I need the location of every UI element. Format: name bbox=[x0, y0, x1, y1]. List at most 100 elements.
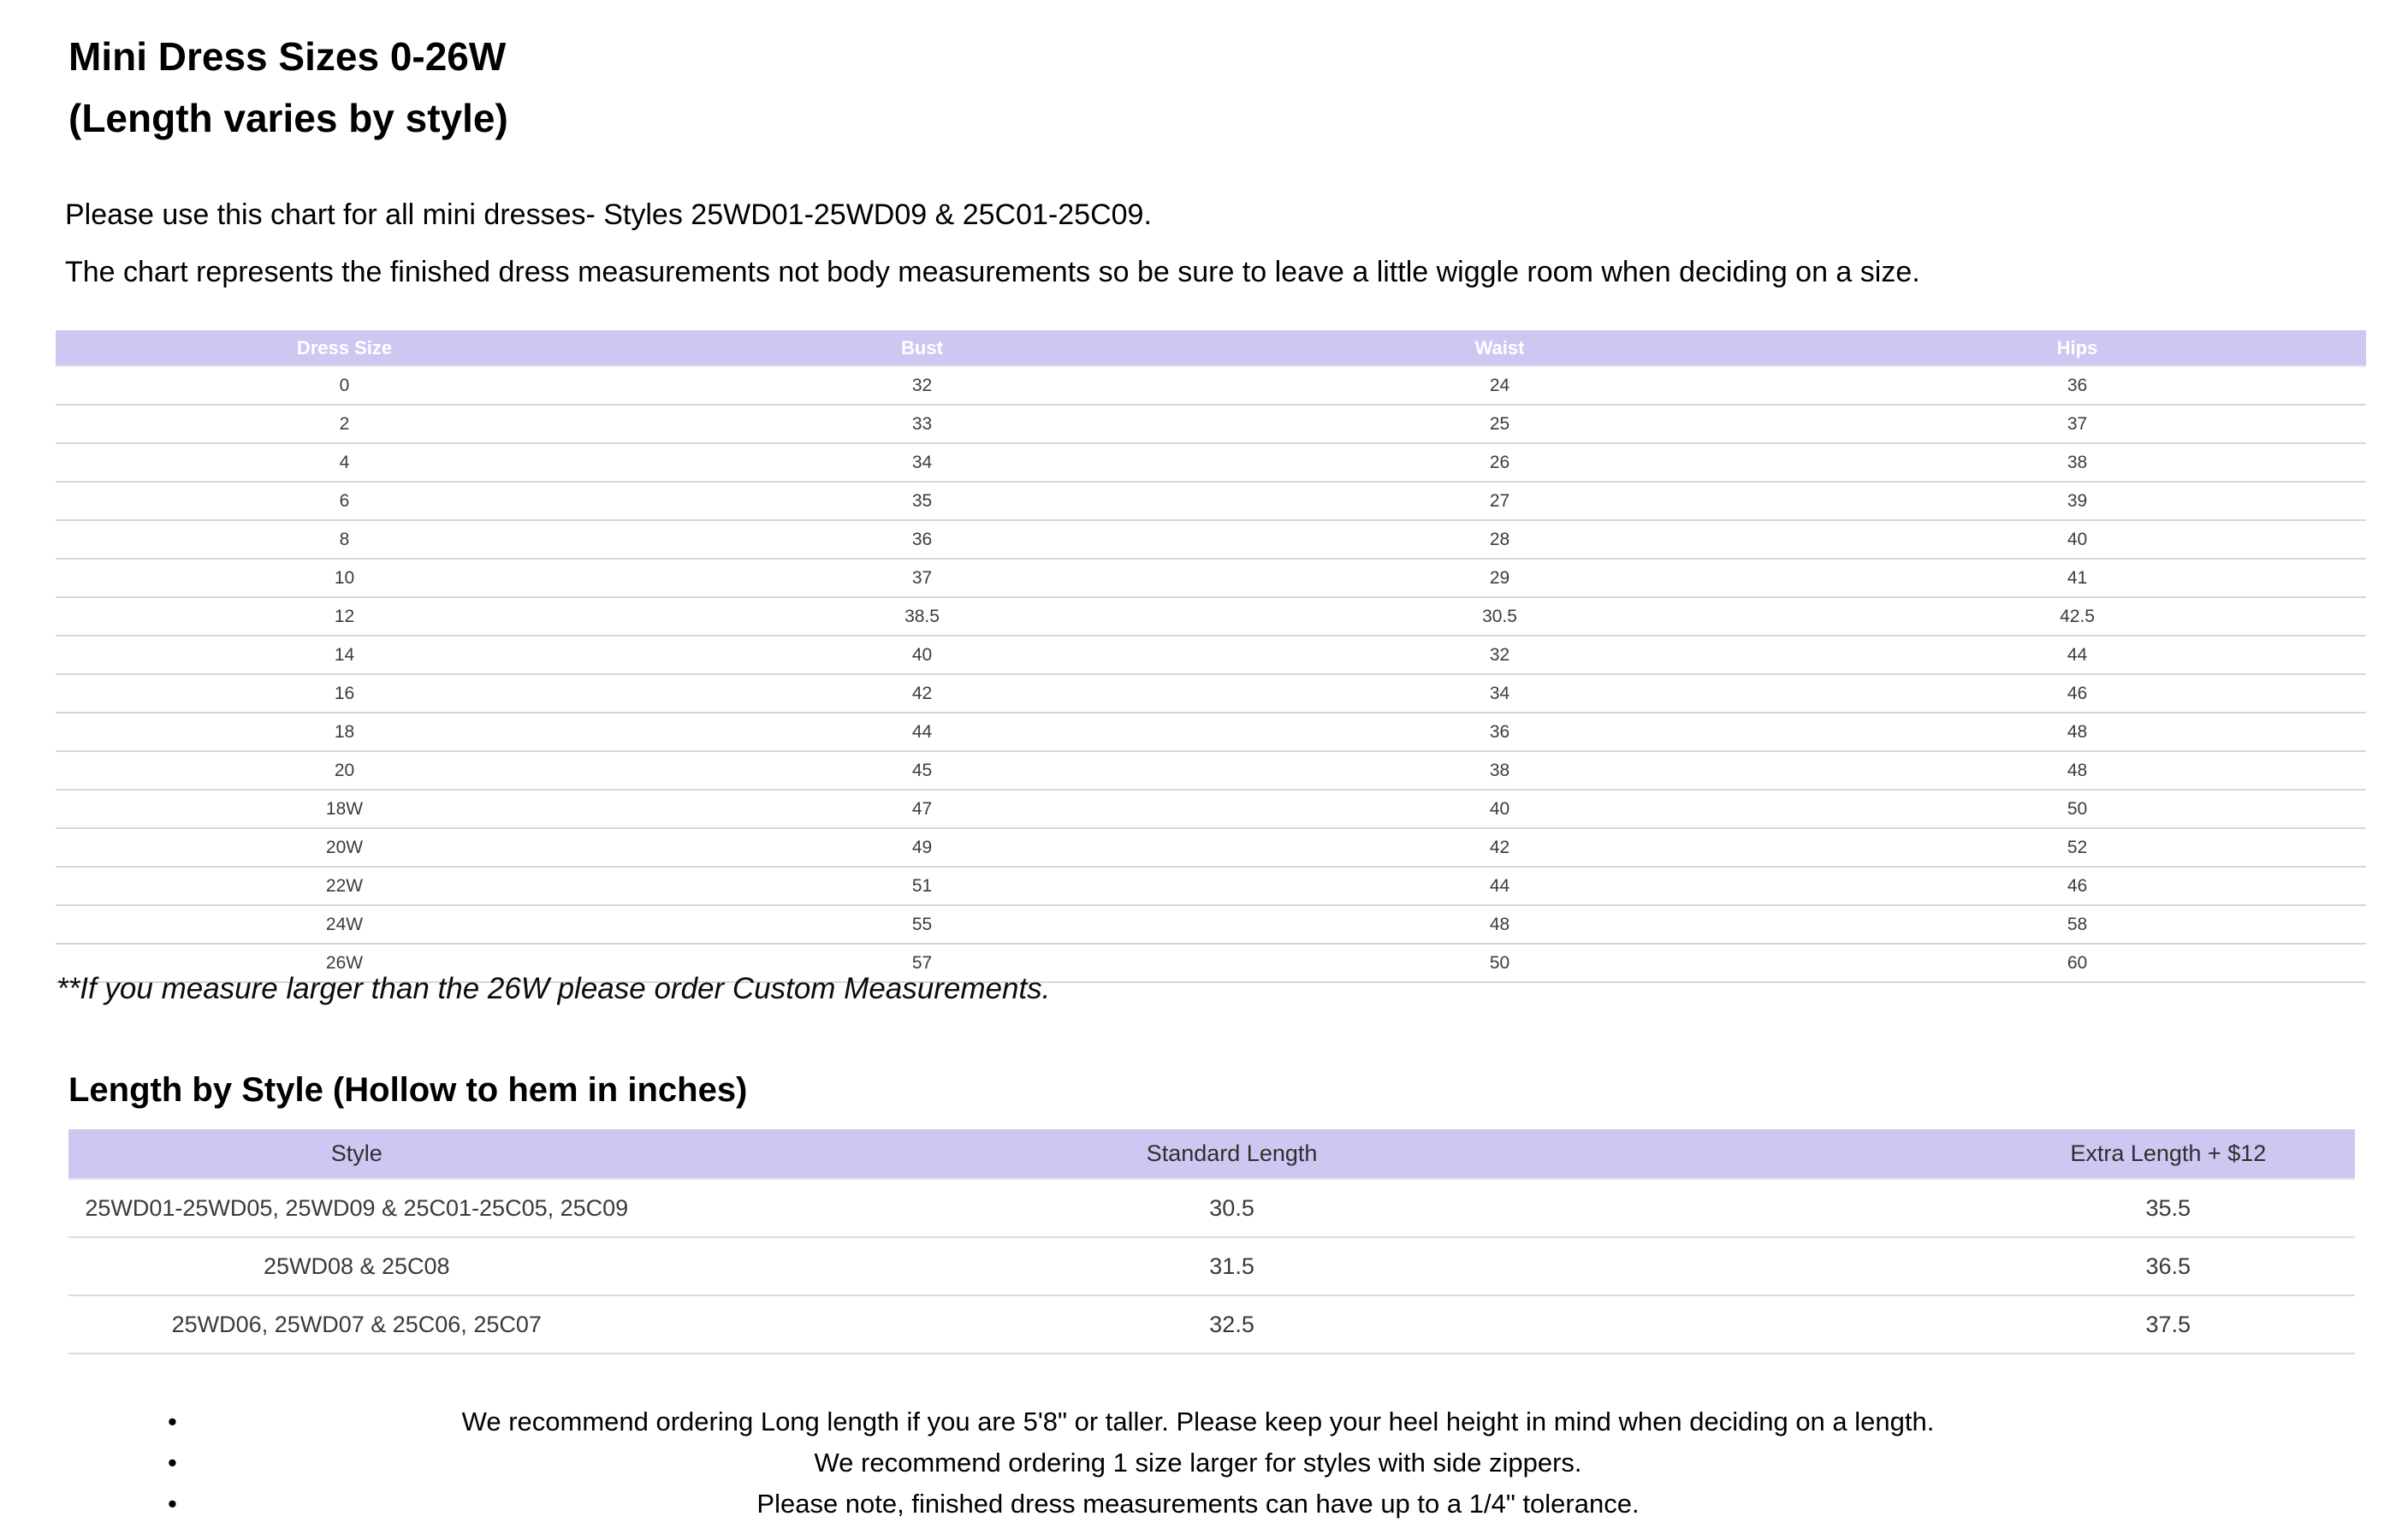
table-cell: 47 bbox=[633, 790, 1211, 829]
table-cell: 40 bbox=[633, 636, 1211, 675]
table-cell: 18 bbox=[56, 713, 633, 752]
table-cell: 36.5 bbox=[1818, 1237, 2355, 1296]
table-cell: 48 bbox=[1211, 905, 1788, 945]
page-title-line2: (Length varies by style) bbox=[68, 96, 508, 140]
table-cell: 55 bbox=[633, 905, 1211, 945]
table-cell: 42 bbox=[633, 674, 1211, 714]
table-row: 14 40 32 44 bbox=[56, 636, 2366, 675]
table-cell: 44 bbox=[633, 713, 1211, 752]
table-cell: 51 bbox=[633, 867, 1211, 906]
column-header: Waist bbox=[1211, 330, 1788, 367]
column-header: Style bbox=[68, 1129, 645, 1180]
table-cell: 36 bbox=[633, 520, 1211, 560]
table-cell: 36 bbox=[1788, 366, 2366, 406]
table-cell: 33 bbox=[633, 405, 1211, 444]
table-cell: 42 bbox=[1211, 828, 1788, 868]
table-row: 2 33 25 37 bbox=[56, 405, 2366, 444]
page-title-line1: Mini Dress Sizes 0-26W bbox=[68, 34, 507, 79]
size-chart-table: Dress Size Bust Waist Hips 0 32 24 36 2 33 25 37 4 3… bbox=[56, 330, 2366, 983]
table-cell: 45 bbox=[633, 751, 1211, 791]
table-cell: 36 bbox=[1211, 713, 1788, 752]
table-cell: 32.5 bbox=[644, 1295, 1819, 1354]
table-cell: 40 bbox=[1788, 520, 2366, 560]
table-cell: 8 bbox=[56, 520, 633, 560]
column-header: Standard Length bbox=[644, 1129, 1819, 1180]
table-row: 6 35 27 39 bbox=[56, 482, 2366, 521]
table-cell: 12 bbox=[56, 597, 633, 637]
table-cell: 20W bbox=[56, 828, 633, 868]
table-row: 18 44 36 48 bbox=[56, 713, 2366, 752]
table-cell: 38 bbox=[1211, 751, 1788, 791]
table-cell: 39 bbox=[1788, 482, 2366, 521]
column-header: Dress Size bbox=[56, 330, 633, 367]
table-row: 10 37 29 41 bbox=[56, 559, 2366, 598]
intro-line1: Please use this chart for all mini dress… bbox=[65, 198, 1152, 231]
column-header: Hips bbox=[1788, 330, 2366, 367]
table-cell: 52 bbox=[1788, 828, 2366, 868]
table-cell: 6 bbox=[56, 482, 633, 521]
table-cell: 25 bbox=[1211, 405, 1788, 444]
table-cell: 30.5 bbox=[644, 1179, 1819, 1238]
table-cell: 58 bbox=[1788, 905, 2366, 945]
table-row: 24W 55 48 58 bbox=[56, 905, 2366, 945]
size-chart-header-row: Dress Size Bust Waist Hips bbox=[56, 330, 2366, 367]
intro-text: Please use this chart for all mini dress… bbox=[65, 187, 1920, 301]
table-cell: 32 bbox=[1211, 636, 1788, 675]
table-cell: 22W bbox=[56, 867, 633, 906]
table-cell: 46 bbox=[1788, 674, 2366, 714]
table-cell: 40 bbox=[1211, 790, 1788, 829]
table-cell: 2 bbox=[56, 405, 633, 444]
length-table-header: Style Standard Length Extra Length + $12 bbox=[68, 1129, 2355, 1180]
length-table-body: 25WD01-25WD05, 25WD09 & 25C01-25C05, 25C… bbox=[68, 1179, 2355, 1354]
size-chart-body: 0 32 24 36 2 33 25 37 4 34 26 38 6 35 27 39 8 36 28 40 10 37 2… bbox=[56, 366, 2366, 983]
table-cell: 27 bbox=[1211, 482, 1788, 521]
table-cell: 34 bbox=[633, 443, 1211, 483]
table-row: 18W 47 40 50 bbox=[56, 790, 2366, 829]
table-cell: 32 bbox=[633, 366, 1211, 406]
table-cell: 42.5 bbox=[1788, 597, 2366, 637]
table-cell: 50 bbox=[1211, 944, 1788, 983]
table-row: 22W 51 44 46 bbox=[56, 867, 2366, 906]
table-cell: 44 bbox=[1211, 867, 1788, 906]
table-cell: 37 bbox=[633, 559, 1211, 598]
table-cell: 37 bbox=[1788, 405, 2366, 444]
table-row: 20W 49 42 52 bbox=[56, 828, 2366, 868]
table-row: 25WD06, 25WD07 & 25C06, 25C07 32.5 37.5 bbox=[68, 1295, 2355, 1354]
table-cell: 46 bbox=[1788, 867, 2366, 906]
table-cell: 60 bbox=[1788, 944, 2366, 983]
column-header: Bust bbox=[633, 330, 1211, 367]
column-header: Extra Length + $12 bbox=[1818, 1129, 2355, 1180]
table-cell: 38.5 bbox=[633, 597, 1211, 637]
table-cell: 25WD06, 25WD07 & 25C06, 25C07 bbox=[68, 1295, 645, 1354]
table-cell: 38 bbox=[1788, 443, 2366, 483]
list-item: Please note, finished dress measurements… bbox=[0, 1484, 2396, 1525]
table-cell: 26W bbox=[56, 944, 633, 983]
table-cell: 25WD08 & 25C08 bbox=[68, 1237, 645, 1296]
table-cell: 41 bbox=[1788, 559, 2366, 598]
table-cell: 14 bbox=[56, 636, 633, 675]
recommendations-list: We recommend ordering Long length if you… bbox=[0, 1401, 2396, 1525]
table-cell: 49 bbox=[633, 828, 1211, 868]
table-row: 12 38.5 30.5 42.5 bbox=[56, 597, 2366, 637]
length-by-style-table: Style Standard Length Extra Length + $12 2… bbox=[68, 1129, 2355, 1354]
table-cell: 28 bbox=[1211, 520, 1788, 560]
table-cell: 4 bbox=[56, 443, 633, 483]
table-cell: 16 bbox=[56, 674, 633, 714]
table-row: 4 34 26 38 bbox=[56, 443, 2366, 483]
table-row: 20 45 38 48 bbox=[56, 751, 2366, 791]
page-title: Mini Dress Sizes 0-26W (Length varies by… bbox=[68, 26, 508, 149]
table-cell: 18W bbox=[56, 790, 633, 829]
table-row: 25WD08 & 25C08 31.5 36.5 bbox=[68, 1237, 2355, 1296]
table-row: 16 42 34 46 bbox=[56, 674, 2366, 714]
table-cell: 10 bbox=[56, 559, 633, 598]
table-row: 25WD01-25WD05, 25WD09 & 25C01-25C05, 25C… bbox=[68, 1179, 2355, 1238]
table-row: 8 36 28 40 bbox=[56, 520, 2366, 560]
table-cell: 57 bbox=[633, 944, 1211, 983]
table-cell: 34 bbox=[1211, 674, 1788, 714]
custom-measurements-note: **If you measure larger than the 26W ple… bbox=[56, 972, 1051, 1005]
list-item: We recommend ordering Long length if you… bbox=[0, 1401, 2396, 1442]
table-cell: 44 bbox=[1788, 636, 2366, 675]
table-cell: 24W bbox=[56, 905, 633, 945]
table-cell: 26 bbox=[1211, 443, 1788, 483]
